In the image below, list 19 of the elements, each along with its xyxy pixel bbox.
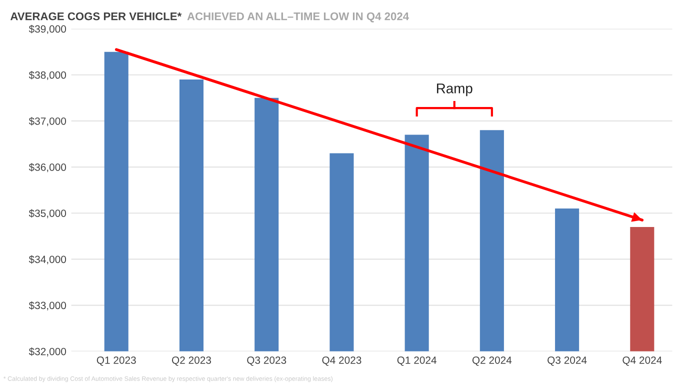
y-tick-label: $34,000	[28, 255, 66, 264]
x-tick-label: Q3 2023	[247, 356, 286, 366]
chart-title: AVERAGE COGS PER VEHICLE*	[10, 12, 182, 20]
y-tick-label: $39,000	[28, 24, 66, 34]
y-tick-label: $36,000	[28, 163, 66, 172]
x-tick-label: Q1 2024	[397, 356, 436, 366]
annotation: Ramp	[436, 84, 472, 96]
y-tick-label: $32,000	[28, 347, 66, 356]
y-tick-label: $33,000	[28, 301, 66, 310]
y-tick-label: $37,000	[28, 117, 66, 126]
chart-subtitle: ACHIEVED AN ALL–TIME LOW IN Q4 2024	[187, 12, 409, 22]
y-tick-label: $35,000	[28, 209, 66, 218]
x-tick-label: Q1 2023	[96, 356, 136, 366]
x-tick-label: Q2 2024	[472, 356, 512, 366]
x-tick-label: Q4 2023	[322, 356, 362, 366]
x-tick-label: Q3 2024	[548, 356, 587, 366]
x-tick-label: Q2 2023	[172, 356, 212, 366]
y-tick-label: $38,000	[28, 70, 66, 80]
x-tick-label: Q4 2024	[622, 356, 662, 366]
